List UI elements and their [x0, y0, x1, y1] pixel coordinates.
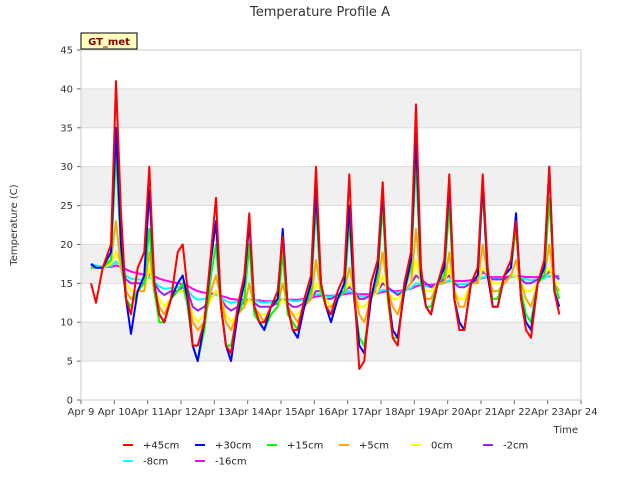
y-tick-label: 25	[60, 201, 73, 212]
x-tick-label: Apr 14	[231, 407, 264, 418]
series-lines	[90, 80, 561, 370]
x-tick-label: Apr 13	[198, 407, 231, 418]
x-tick-label: Apr 18	[364, 407, 397, 418]
legend-label: 0cm	[431, 441, 453, 452]
y-tick-label: 10	[60, 318, 73, 329]
x-tick-label: Apr 10	[98, 407, 131, 418]
y-tick-label: 15	[60, 279, 73, 290]
x-tick-label: Apr 16	[298, 407, 331, 418]
legend-item: -16cm	[195, 457, 247, 468]
legend-item: +5cm	[339, 441, 389, 452]
legend-item: +15cm	[267, 441, 323, 452]
legend-label: -16cm	[215, 457, 247, 468]
x-tick-label: Apr 17	[331, 407, 364, 418]
y-tick-label: 40	[60, 84, 73, 95]
y-tick-label: 45	[60, 46, 73, 57]
legend-label: +45cm	[143, 441, 179, 452]
plot-band	[81, 88, 581, 128]
x-tick-label: Apr 11	[131, 407, 164, 418]
legend-item: +45cm	[123, 441, 179, 452]
legend-item: -2cm	[483, 441, 528, 452]
x-tick-label: Apr 22	[498, 407, 531, 418]
y-tick-label: 20	[60, 240, 73, 251]
y-tick-label: 0	[67, 396, 73, 407]
x-tick-label: Apr 19	[398, 407, 431, 418]
legend: +45cm +30cm +15cm +5cm 0cm -2cm -8cm -16cm	[123, 441, 528, 468]
x-tick-label: Apr 9	[68, 407, 95, 418]
x-axis-ticks: Apr 9 Apr 10 Apr 11 Apr 12 Apr 13 Apr 14 Apr 1…	[68, 400, 598, 418]
plot-band	[81, 166, 581, 206]
y-axis-ticks: 0 5 10 15 20 25 30 35 40 45	[60, 46, 81, 407]
x-tick-label: Apr 20	[431, 407, 464, 418]
legend-item: 0cm	[411, 441, 453, 452]
plot-frame	[80, 49, 582, 401]
x-tick-label: Apr 15	[264, 407, 297, 418]
x-tick-label: Apr 12	[164, 407, 197, 418]
chart-title: Temperature Profile A	[249, 5, 390, 20]
y-axis-title: Temperature (C)	[9, 184, 20, 266]
series-line-8cm	[90, 260, 560, 304]
plot-background	[81, 50, 581, 400]
y-tick-label: 30	[60, 162, 73, 173]
legend-item: -8cm	[123, 457, 168, 468]
y-tick-label: 35	[60, 123, 73, 134]
badge-label: GT_met	[88, 37, 130, 48]
y-tick-label: 5	[67, 357, 73, 368]
legend-label: -8cm	[143, 457, 168, 468]
x-tick-label: Apr 24	[564, 407, 597, 418]
x-tick-label: Apr 23	[531, 407, 564, 418]
plot-band	[81, 322, 581, 362]
legend-label: +15cm	[287, 441, 323, 452]
series-line-45cm	[90, 80, 561, 370]
legend-label: -2cm	[503, 441, 528, 452]
x-axis-title: Time	[553, 425, 578, 436]
badge: GT_met	[80, 32, 138, 50]
legend-label: +5cm	[359, 441, 389, 452]
legend-item: +30cm	[195, 441, 251, 452]
x-tick-label: Apr 21	[464, 407, 497, 418]
legend-label: +30cm	[215, 441, 251, 452]
